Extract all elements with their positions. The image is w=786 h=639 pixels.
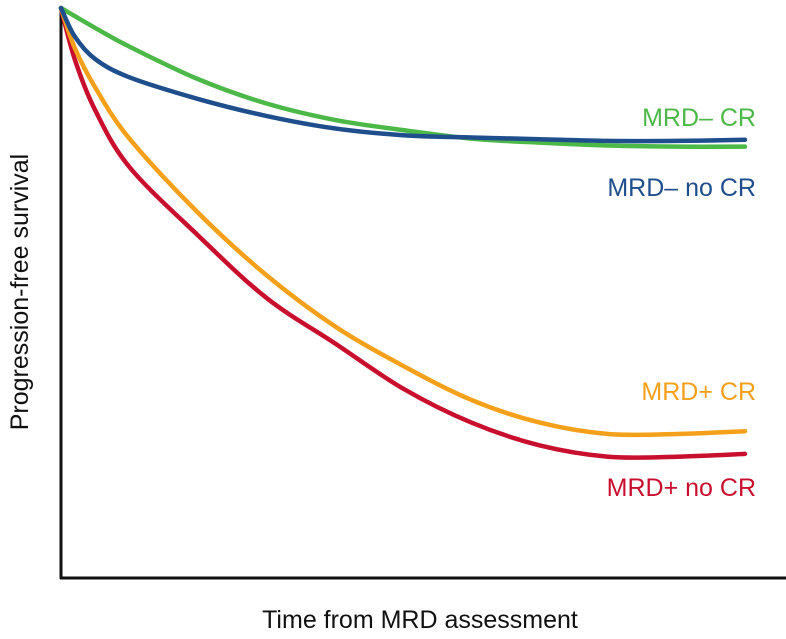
series-label-3: MRD+ CR bbox=[641, 378, 756, 406]
series-label-4: MRD+ no CR bbox=[607, 474, 756, 502]
series-line-4 bbox=[58, 5, 748, 460]
series-line-2 bbox=[58, 5, 748, 144]
series-layer bbox=[58, 5, 748, 460]
series-line-3 bbox=[58, 5, 748, 438]
x-axis-title: Time from MRD assessment bbox=[262, 606, 578, 634]
series-label-1: MRD– CR bbox=[642, 104, 756, 132]
y-axis-title: Progression-free survival bbox=[6, 154, 34, 431]
series-line-1 bbox=[58, 5, 748, 149]
series-label-layer: MRD– CR MRD– no CR MRD+ CR MRD+ no CR bbox=[607, 104, 756, 502]
series-label-2: MRD– no CR bbox=[607, 174, 756, 202]
